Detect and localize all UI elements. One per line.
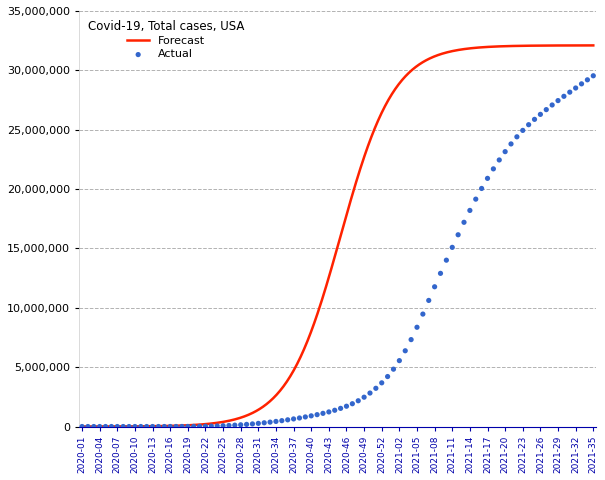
Actual [277,417,287,424]
Actual [548,101,557,109]
Actual [142,423,151,431]
Actual [154,423,163,431]
Actual [271,418,281,425]
Actual [224,421,234,429]
Actual [289,415,298,423]
Line: Forecast: Forecast [82,46,594,427]
Forecast [210,420,217,426]
Actual [565,88,575,96]
Actual [424,297,434,304]
Actual [407,336,416,344]
Actual [494,156,504,164]
Actual [236,421,246,429]
Actual [535,110,545,118]
Actual [559,93,569,100]
Actual [448,243,457,251]
Actual [148,423,157,431]
Actual [218,422,228,430]
Actual [212,422,222,430]
Actual [318,409,328,417]
Forecast [380,107,387,112]
Actual [489,165,499,173]
Actual [530,116,540,123]
Actual [100,423,110,431]
Actual [83,423,93,431]
Actual [459,218,469,226]
Actual [183,422,192,430]
Actual [388,365,398,373]
Forecast [420,59,427,65]
Actual [253,420,263,427]
Actual [524,121,534,129]
Actual [130,423,140,431]
Actual [206,422,216,430]
Actual [436,269,445,277]
Actual [589,72,598,80]
Actual [365,389,375,397]
Actual [583,76,592,84]
Forecast [590,43,597,48]
Actual [171,423,181,431]
Actual [541,106,551,113]
Actual [260,419,269,427]
Actual [136,423,146,431]
Actual [113,423,122,431]
Actual [353,397,363,405]
Actual [312,411,322,419]
Actual [324,408,334,416]
Actual [189,422,198,430]
Actual [471,195,480,203]
Actual [119,423,128,431]
Forecast [79,424,86,430]
Actual [383,372,393,380]
Actual [453,231,463,239]
Actual [306,412,316,420]
Actual [512,133,522,141]
Actual [165,423,175,431]
Actual [483,175,492,182]
Actual [106,423,116,431]
Actual [283,416,293,424]
Forecast [169,423,176,429]
Actual [418,310,428,318]
Actual [442,256,451,264]
Actual [242,420,252,428]
Actual [89,423,99,431]
Actual [347,400,357,408]
Actual [553,97,563,105]
Actual [577,80,586,88]
Actual [124,423,134,431]
Actual [265,418,275,426]
Actual [500,148,510,156]
Actual [230,421,240,429]
Actual [518,127,528,134]
Actual [201,422,211,430]
Actual [412,324,422,331]
Actual [401,347,410,355]
Actual [195,422,204,430]
Actual [377,379,387,387]
Actual [359,393,369,401]
Actual [394,357,404,364]
Actual [160,423,169,431]
Actual [477,185,486,192]
Actual [95,423,105,431]
Actual [371,384,381,392]
Actual [77,423,87,431]
Actual [465,206,475,214]
Actual [430,283,439,290]
Actual [295,414,304,422]
Actual [342,402,352,410]
Forecast [310,323,317,328]
Actual [506,140,516,148]
Actual [330,407,339,414]
Forecast [463,46,471,51]
Actual [571,84,580,92]
Actual [177,422,187,430]
Actual [336,405,345,412]
Actual [301,413,310,421]
Actual [247,420,257,428]
Legend: Forecast, Actual: Forecast, Actual [85,16,247,63]
